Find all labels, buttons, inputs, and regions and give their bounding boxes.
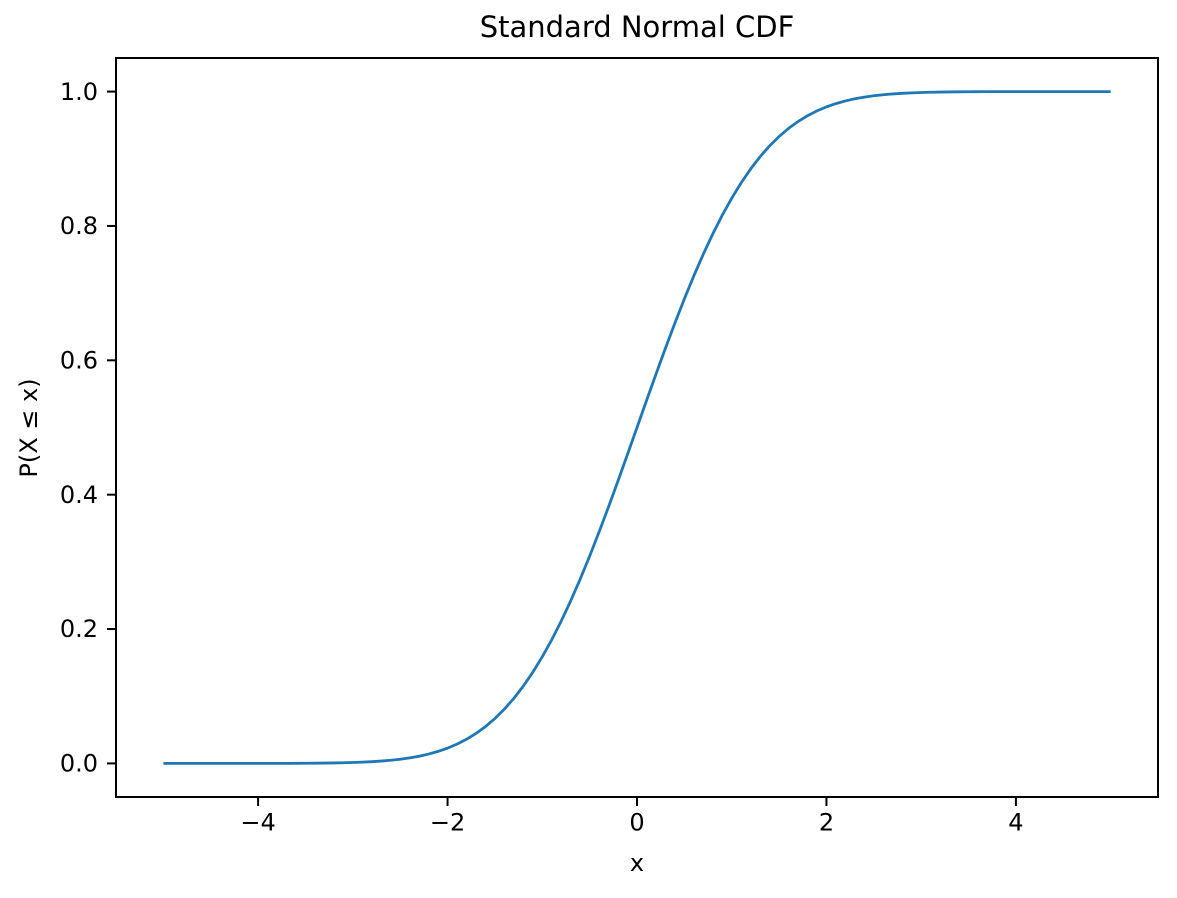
y-tick-label: 0.8 xyxy=(60,212,98,240)
y-tick-label: 0.0 xyxy=(60,750,98,778)
cdf-curve xyxy=(163,90,1111,765)
x-axis-label: x xyxy=(629,849,645,877)
y-tick-label: 0.2 xyxy=(60,615,98,643)
y-tick-label: 0.6 xyxy=(60,346,98,374)
y-tick-label: 1.0 xyxy=(60,78,98,106)
x-tick-label: 2 xyxy=(819,809,834,837)
chart-title: Standard Normal CDF xyxy=(479,10,795,44)
x-tick-label: 0 xyxy=(629,809,644,837)
y-tick-label: 0.4 xyxy=(60,481,98,509)
x-tick-label: −2 xyxy=(430,809,465,837)
axes-frame xyxy=(115,57,1159,798)
x-tick-label: −4 xyxy=(240,809,275,837)
x-tick-label: 4 xyxy=(1008,809,1023,837)
y-axis-label: P(X ≤ x) xyxy=(15,378,43,478)
